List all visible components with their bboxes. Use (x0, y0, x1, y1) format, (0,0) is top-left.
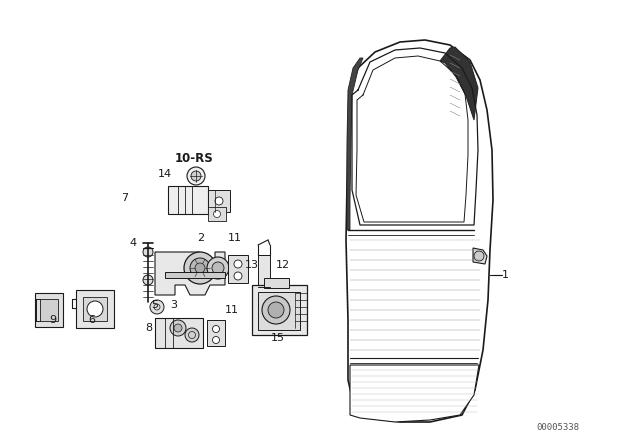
Circle shape (234, 260, 242, 268)
Circle shape (174, 324, 182, 332)
Text: 5: 5 (151, 300, 158, 310)
Circle shape (207, 257, 229, 279)
Text: 4: 4 (130, 238, 137, 248)
Text: 1: 1 (502, 270, 509, 280)
Bar (35, 293, 63, 327)
Bar (258, 292, 300, 330)
Bar (155, 318, 203, 348)
Polygon shape (155, 252, 225, 295)
Circle shape (87, 301, 103, 317)
Circle shape (215, 197, 223, 205)
Text: 8: 8 (145, 323, 152, 333)
Bar (264, 278, 289, 288)
Circle shape (143, 275, 153, 285)
Polygon shape (347, 58, 363, 230)
Circle shape (143, 247, 153, 257)
Circle shape (150, 300, 164, 314)
Circle shape (262, 296, 290, 324)
Circle shape (170, 320, 186, 336)
Text: 15: 15 (271, 333, 285, 343)
Text: 9: 9 (49, 315, 56, 325)
Bar (208, 190, 230, 212)
Circle shape (184, 252, 216, 284)
Polygon shape (440, 47, 478, 120)
Bar (207, 320, 225, 346)
Text: 11: 11 (228, 233, 242, 243)
Circle shape (187, 167, 205, 185)
Bar (165, 272, 225, 278)
Polygon shape (346, 40, 493, 422)
Text: 3: 3 (170, 300, 177, 310)
Bar (76, 290, 114, 328)
Bar (208, 207, 226, 221)
Circle shape (185, 328, 199, 342)
Text: 14: 14 (158, 169, 172, 179)
Polygon shape (473, 248, 487, 264)
Circle shape (212, 262, 224, 274)
Text: 00005338: 00005338 (536, 422, 579, 431)
Text: 7: 7 (121, 193, 128, 203)
Bar (258, 255, 270, 287)
Text: 10-RS: 10-RS (175, 151, 214, 164)
Bar (252, 285, 307, 335)
Text: 6: 6 (88, 315, 95, 325)
Circle shape (474, 251, 484, 261)
Text: 11: 11 (225, 305, 239, 315)
Text: 13: 13 (245, 260, 259, 270)
Text: 12: 12 (276, 260, 290, 270)
Circle shape (212, 336, 220, 344)
Text: 2: 2 (197, 233, 204, 243)
Circle shape (214, 211, 221, 217)
Polygon shape (350, 365, 479, 422)
Circle shape (212, 326, 220, 332)
Bar (228, 255, 248, 283)
Circle shape (195, 263, 205, 273)
Bar (168, 186, 208, 214)
Circle shape (191, 171, 201, 181)
Circle shape (234, 272, 242, 280)
Circle shape (268, 302, 284, 318)
Bar (83, 297, 107, 321)
Bar (40, 299, 58, 321)
Circle shape (190, 258, 210, 278)
